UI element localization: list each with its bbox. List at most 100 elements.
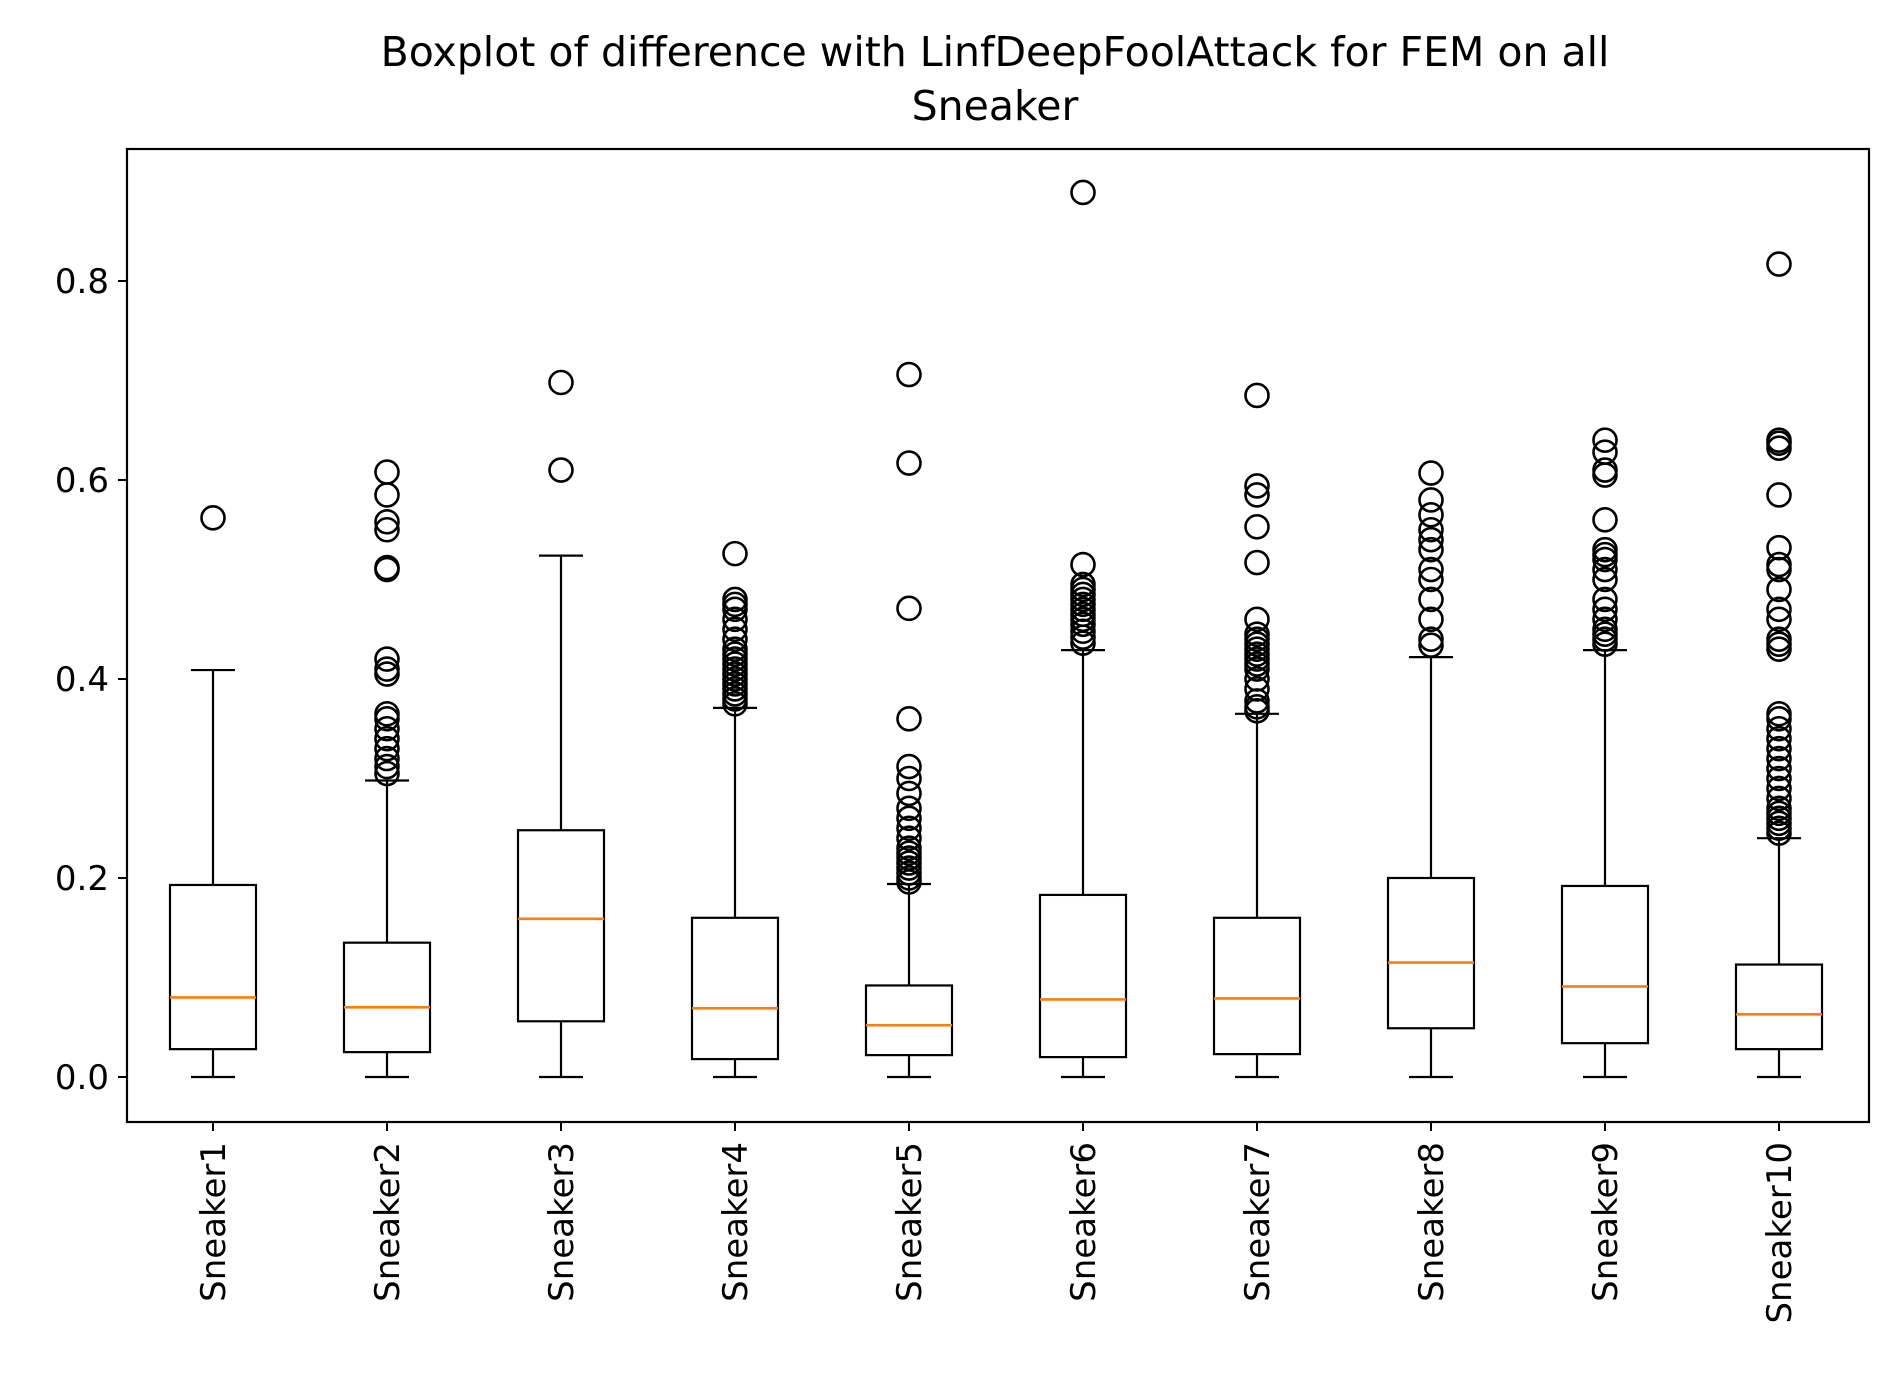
x-tick-label: Sneaker9 (1586, 1142, 1626, 1302)
box (342, 941, 432, 1054)
flier-point (1244, 621, 1270, 648)
flier-point (1766, 701, 1792, 727)
flier-point (1766, 735, 1792, 762)
flier-point (374, 735, 400, 762)
flier-point (548, 369, 574, 396)
flier-point (1418, 526, 1444, 553)
flier-point (1244, 513, 1270, 540)
flier-point (1418, 516, 1444, 543)
flier-point (1592, 506, 1618, 533)
flier-point (896, 805, 922, 832)
box (690, 916, 780, 1061)
flier-point (374, 760, 400, 787)
flier-point (1244, 694, 1270, 720)
flier-point (1418, 626, 1444, 653)
flier-point (896, 765, 922, 792)
flier-point (1592, 556, 1618, 583)
chart-title-line-1: Boxplot of difference with LinfDeepFoolA… (381, 28, 1610, 76)
box (1386, 876, 1476, 1030)
flier-point (1766, 725, 1792, 752)
flier-point (1418, 536, 1444, 563)
flier-point (722, 636, 748, 662)
y-tick-label: 0.6 (55, 461, 109, 501)
flier-point (1418, 606, 1444, 633)
box (516, 829, 606, 1023)
flier-point (1244, 606, 1270, 633)
flier-point (374, 753, 400, 780)
flier-point (1766, 745, 1792, 772)
flier-point (1592, 586, 1618, 613)
flier-point (374, 646, 400, 672)
flier-point (1766, 551, 1792, 578)
flier-point (1418, 487, 1444, 513)
flier-point (1244, 549, 1270, 576)
box (1734, 963, 1824, 1051)
flier-point (374, 656, 400, 682)
x-tick-label: Sneaker4 (716, 1142, 756, 1302)
x-tick-label: Sneaker8 (1412, 1142, 1452, 1302)
x-tick-label: Sneaker3 (542, 1142, 582, 1302)
x-tick-label: Sneaker6 (1064, 1142, 1104, 1302)
flier-point (374, 745, 400, 772)
box (168, 883, 258, 1051)
flier-point (1766, 596, 1792, 623)
flier-point (1766, 785, 1792, 812)
box (1038, 893, 1128, 1059)
flier-point (722, 606, 748, 633)
flier-point (548, 457, 574, 483)
flier-point (896, 361, 922, 388)
x-tick-label: Sneaker1 (194, 1142, 234, 1302)
flier-point (1244, 482, 1270, 508)
flier-point (374, 701, 400, 727)
flier-point (896, 825, 922, 852)
flier-point (1244, 473, 1270, 499)
flier-point (1592, 606, 1618, 633)
plot-area: 0.0 0.2 0.4 0.6 0.8 Sneaker1 Sneaker2 Sneaker3 S… (55, 179, 1824, 1324)
x-tick-label: Sneaker10 (1760, 1142, 1800, 1324)
flier-point (374, 554, 400, 581)
flier-point (896, 780, 922, 807)
flier-point (1766, 534, 1792, 561)
flier-point (374, 508, 400, 535)
flier-point (1244, 666, 1270, 692)
flier-point (374, 516, 400, 543)
flier-point (1592, 566, 1618, 593)
flier-point (896, 705, 922, 732)
flier-point (1766, 482, 1792, 508)
flier-point (374, 715, 400, 742)
flier-point (1592, 439, 1618, 465)
flier-point (1418, 632, 1444, 658)
flier-point (1244, 676, 1270, 702)
flier-point (896, 595, 922, 622)
flier-point (896, 450, 922, 476)
plot-frame (125, 147, 1871, 1124)
flier-point (722, 586, 748, 613)
flier-point (374, 725, 400, 752)
flier-point (1418, 460, 1444, 486)
flier-point (1070, 551, 1096, 578)
y-tick-label: 0.4 (55, 660, 109, 700)
y-tick-label: 0.0 (55, 1058, 109, 1098)
flier-point (1766, 626, 1792, 653)
chart-title-line-2: Sneaker (912, 82, 1079, 130)
box (1560, 884, 1650, 1045)
flier-point (896, 835, 922, 861)
flier-point (1766, 765, 1792, 792)
flier-point (1418, 586, 1444, 613)
flier-point (896, 815, 922, 842)
y-tick-label: 0.2 (55, 859, 109, 899)
box (864, 984, 954, 1057)
flier-point (1592, 427, 1618, 454)
flier-point (722, 540, 748, 567)
flier-point (722, 626, 748, 653)
flier-point (1766, 251, 1792, 277)
flier-point (1766, 795, 1792, 822)
flier-point (1418, 566, 1444, 593)
x-tick-label: Sneaker7 (1238, 1142, 1278, 1302)
flier-point (722, 616, 748, 643)
y-tick-label: 0.8 (55, 262, 109, 302)
flier-point (1766, 775, 1792, 802)
flier-point (1070, 571, 1096, 598)
flier-point (1070, 179, 1096, 206)
